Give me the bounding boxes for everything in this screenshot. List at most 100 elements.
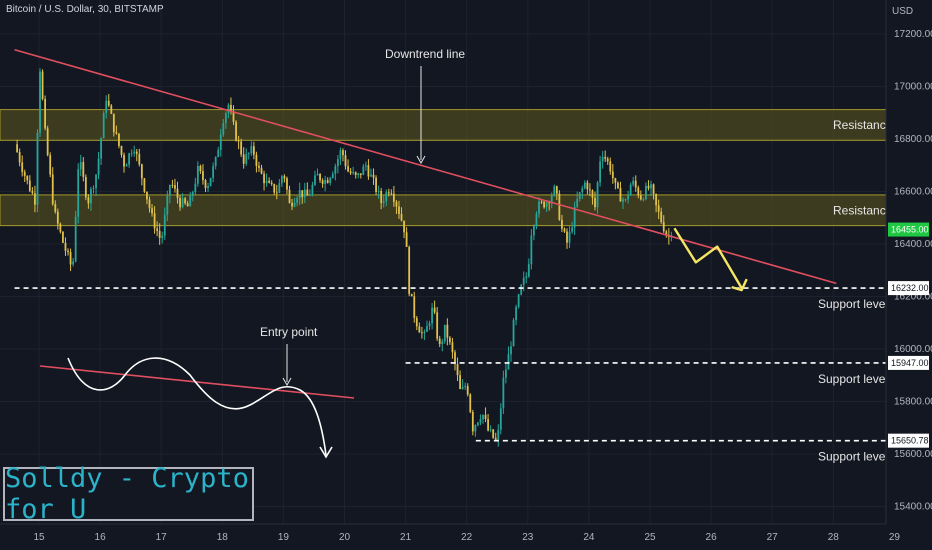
candle-body [163, 214, 166, 236]
candle-body [545, 202, 548, 208]
candle-body [359, 173, 362, 175]
candle-body [367, 165, 370, 177]
candle-body [443, 324, 446, 342]
projection-group [673, 227, 748, 292]
candle-body [497, 429, 500, 440]
x-tick-label: 17 [156, 532, 168, 543]
resistance-zone [0, 109, 887, 141]
candle-body [420, 332, 423, 334]
candle-body [105, 100, 108, 114]
candle-body [606, 158, 609, 162]
y-tick-label: 15600.00 [894, 449, 932, 460]
candle-body [385, 192, 388, 202]
candle-body [166, 195, 169, 215]
candle-body [339, 150, 342, 160]
candle-body [191, 192, 194, 197]
currency-label: USD [892, 6, 914, 17]
candle-body [214, 157, 217, 167]
candle-body [347, 166, 349, 172]
candle-body [112, 113, 115, 133]
candle-body [235, 121, 237, 141]
candle-body [18, 152, 21, 163]
candle-body [611, 171, 614, 179]
candle-body [260, 167, 263, 174]
candle-body [522, 277, 525, 285]
candle-body [303, 189, 306, 198]
candle-body [296, 198, 299, 203]
candle-body [650, 184, 652, 189]
candle-body [448, 337, 451, 343]
candle-body [181, 198, 184, 208]
candle-body [326, 180, 329, 183]
candle-body [535, 213, 538, 226]
candle-body [153, 213, 156, 229]
candle-body [657, 205, 660, 212]
candle-body [306, 189, 309, 196]
y-tick-label: 17000.00 [894, 82, 932, 93]
candle-body [642, 199, 645, 200]
x-tick-label: 20 [339, 532, 351, 543]
candle-body [464, 386, 467, 387]
price-axis-bg [886, 0, 932, 550]
candle-body [293, 202, 296, 207]
candle-body [660, 211, 663, 223]
candle-body [543, 201, 545, 208]
candle-body [179, 197, 181, 208]
candle-body [433, 307, 436, 313]
projection-path [673, 227, 743, 289]
candle-body [568, 231, 571, 243]
candle-body [242, 154, 245, 164]
candle-body [405, 232, 408, 247]
candle-body [525, 276, 528, 278]
entry-point-inset: Entry point [39, 325, 355, 459]
candle-body [637, 187, 640, 196]
resistance-label: Resistance [833, 203, 893, 217]
candle-body [69, 252, 72, 265]
candle-body [84, 176, 87, 198]
candle-body [479, 419, 482, 423]
candle-body [380, 190, 383, 203]
candle-body [97, 158, 100, 175]
candle-body [456, 364, 459, 376]
price-candles [16, 68, 673, 447]
candle-body [550, 195, 553, 204]
candle-body [527, 264, 530, 277]
candle-body [624, 199, 627, 200]
candle-body [451, 342, 454, 353]
inset-arrow-head [319, 446, 333, 459]
downtrend-line [14, 48, 837, 285]
candle-body [51, 174, 54, 205]
candle-body [471, 411, 474, 432]
candle-body [95, 174, 97, 189]
candle-body [286, 178, 288, 190]
candle-body [502, 377, 505, 409]
candle-body [67, 250, 69, 253]
resistance-zones: Resistance Resistance [0, 109, 893, 227]
candle-body [265, 180, 268, 184]
candle-body [354, 172, 357, 175]
level-price-badge-text: 15650.78 [891, 436, 929, 446]
candle-body [316, 174, 319, 176]
candle-body [344, 155, 347, 167]
candle-body [291, 202, 293, 207]
candle-body [352, 172, 355, 174]
candle-body [342, 150, 344, 156]
candle-body [438, 338, 441, 344]
inset-price-curve [67, 357, 327, 456]
x-tick-label: 26 [706, 532, 718, 543]
candle-body [90, 188, 92, 204]
candle-body [128, 153, 131, 165]
candle-body [288, 189, 291, 203]
candle-body [561, 219, 563, 229]
candle-body [79, 162, 82, 170]
candle-body [395, 201, 398, 207]
candle-body [278, 183, 281, 193]
candle-body [540, 201, 543, 203]
x-tick-label: 29 [889, 532, 901, 543]
candle-body [410, 293, 413, 297]
candle-body [484, 414, 487, 419]
candle-body [102, 113, 105, 139]
candle-body [398, 206, 400, 214]
candle-body [194, 183, 197, 193]
